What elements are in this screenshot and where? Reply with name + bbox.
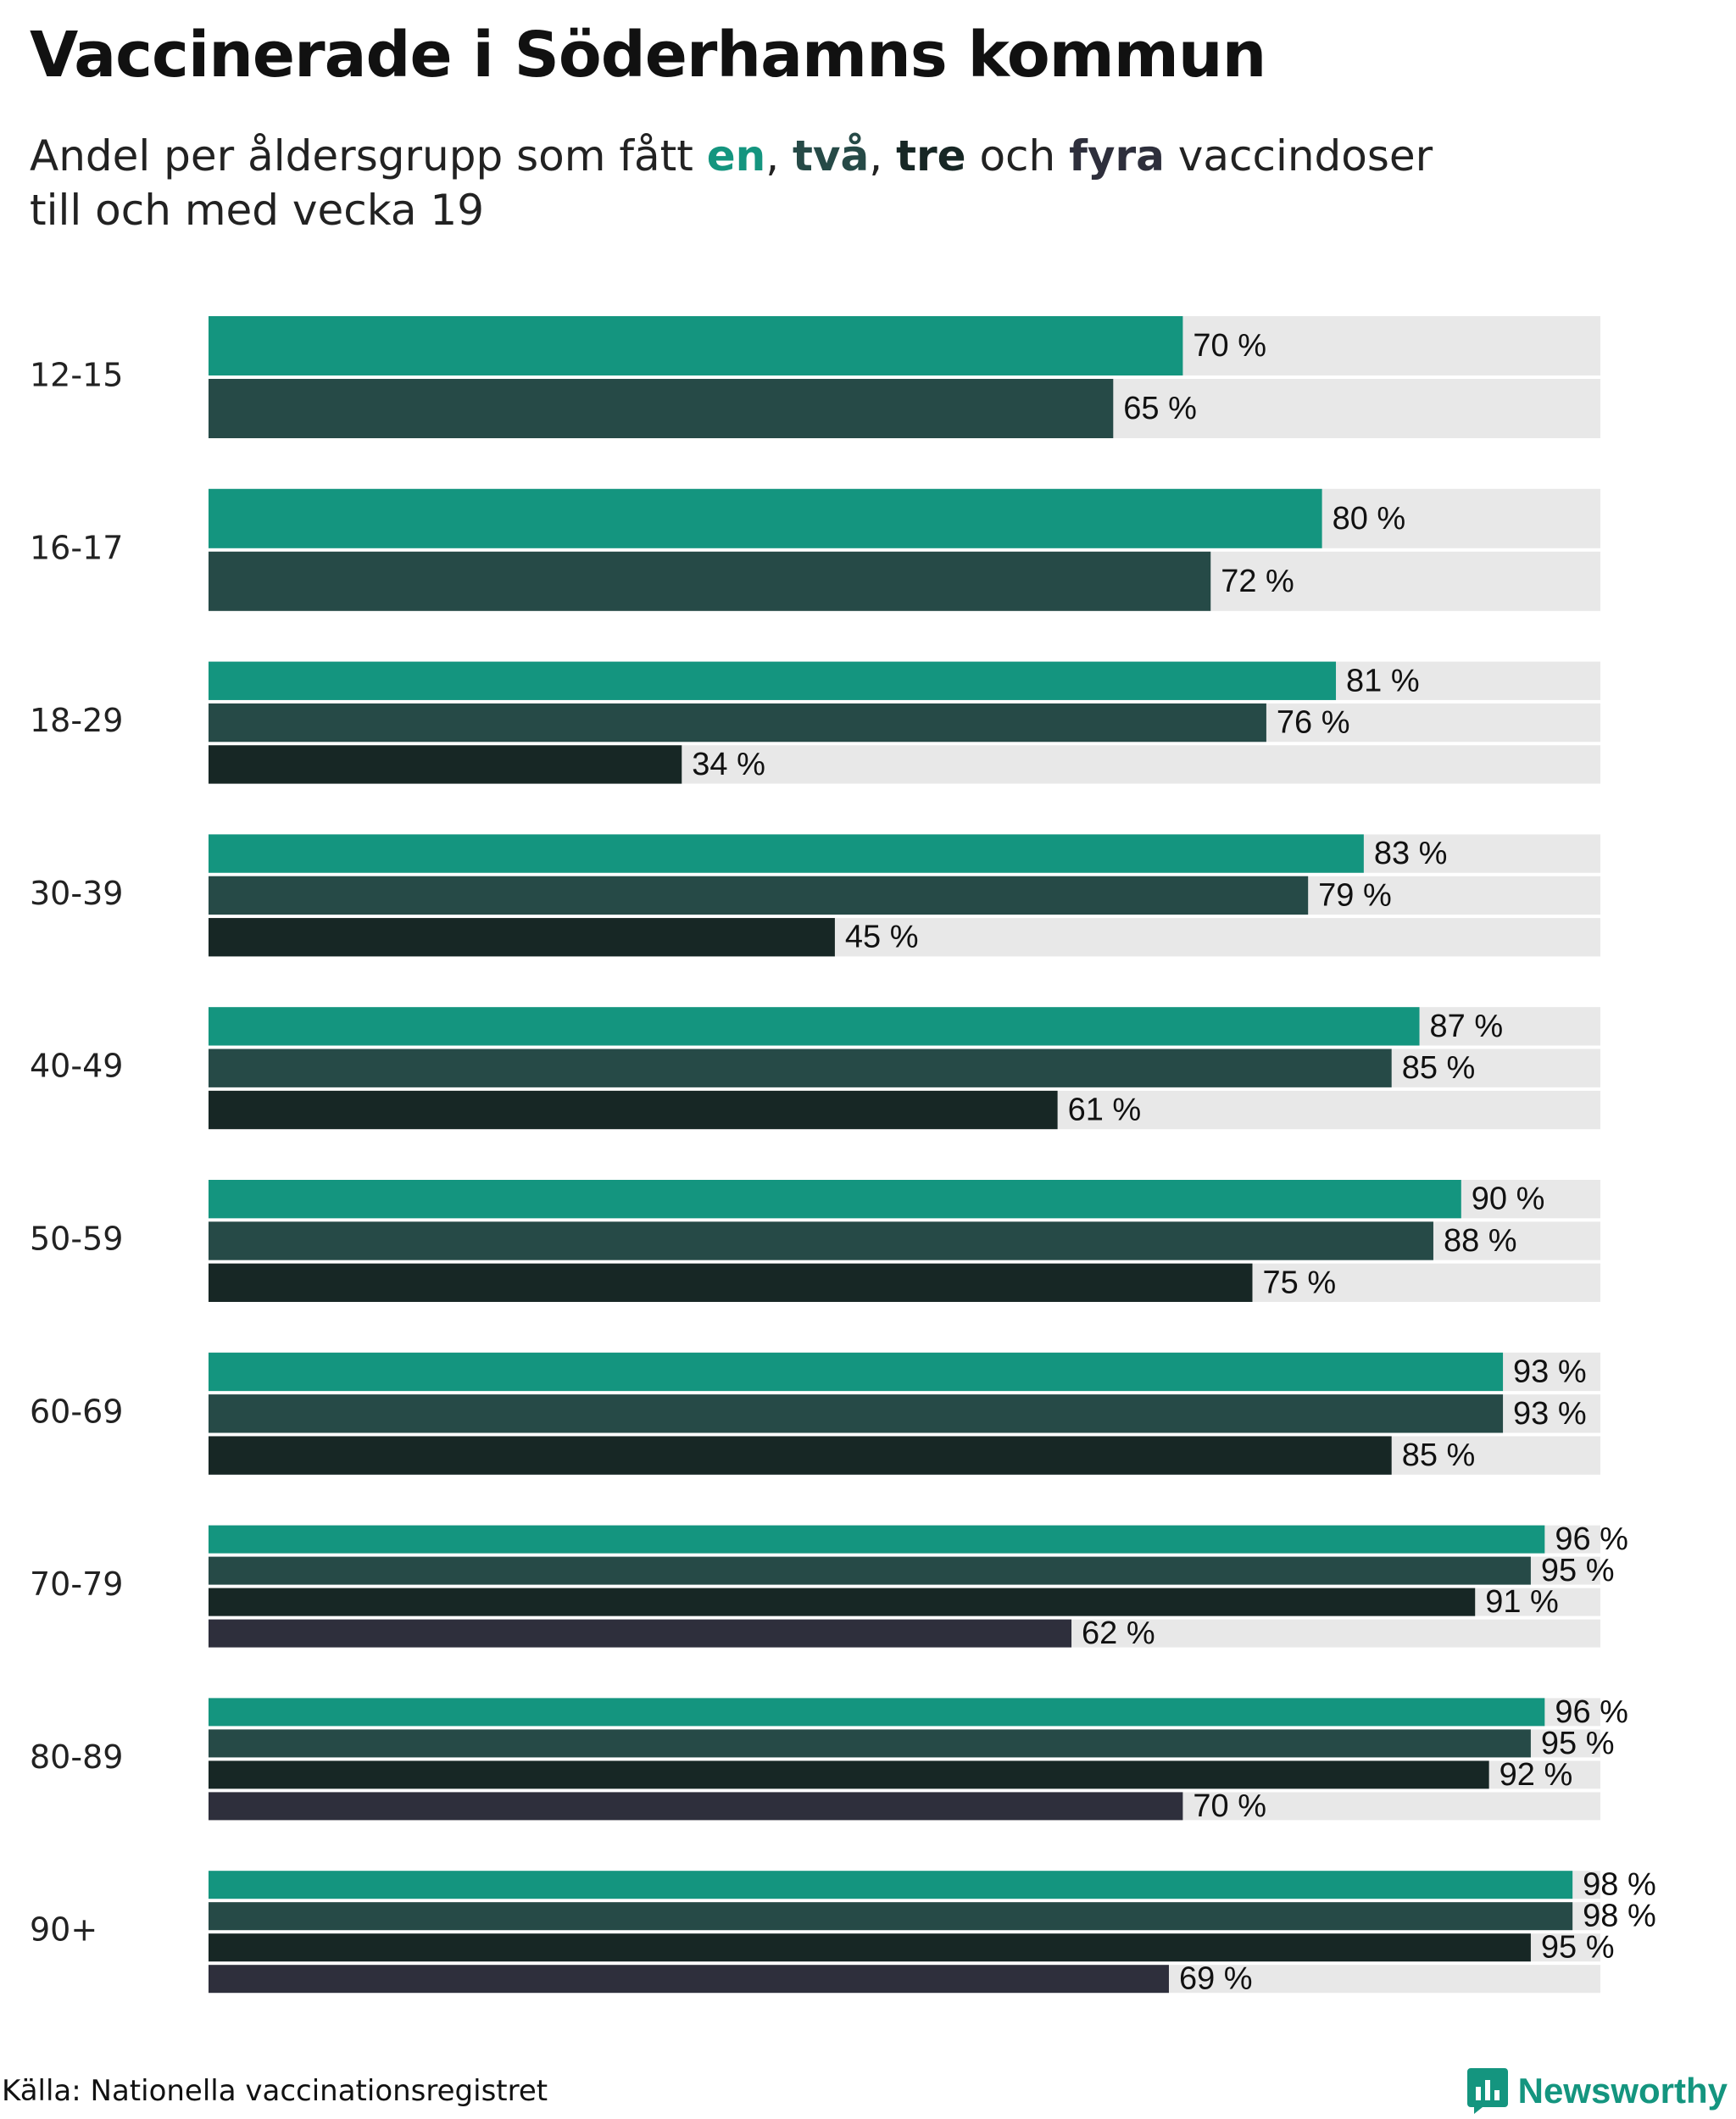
bar-40-49-dose-2 [209, 1048, 1392, 1087]
bar-80-89-dose-4 [209, 1792, 1183, 1821]
data-label: 34 % [692, 747, 765, 782]
data-label: 79 % [1318, 877, 1392, 913]
data-label: 91 % [1485, 1584, 1559, 1620]
legend-dose-one: en [706, 131, 766, 181]
bar-80-89-dose-3 [209, 1760, 1489, 1789]
bar-group-16-17: 16-17 80 % 72 % [30, 488, 1600, 611]
subtitle-separator: , [869, 131, 897, 181]
data-label: 69 % [1179, 1961, 1253, 1997]
age-group-label: 50-59 [30, 1221, 123, 1258]
bar-group-70-79: 70-79 96 %95 %91 % 62 % [30, 1521, 1628, 1651]
bar-group-50-59: 50-59 90 % 88 % 75 % [30, 1180, 1600, 1302]
age-group-label: 60-69 [30, 1393, 123, 1430]
bar-18-29-dose-3 [209, 745, 682, 784]
data-label: 70 % [1193, 1788, 1266, 1824]
legend-dose-two: två [793, 131, 870, 181]
bar-80-89-dose-2 [209, 1729, 1531, 1758]
bar-group-60-69: 60-69 93 % 93 % 85 % [30, 1352, 1600, 1475]
chart-title: Vaccinerade i Söderhamns kommun [30, 19, 1266, 92]
data-label: 98 % [1583, 1867, 1656, 1903]
bar-group-80-89: 80-89 96 %95 %92 % 70 % [30, 1694, 1628, 1824]
legend-dose-three: tre [896, 131, 966, 181]
data-label: 85 % [1402, 1438, 1476, 1473]
bar-70-79-dose-1 [209, 1525, 1545, 1554]
data-label: 88 % [1444, 1223, 1517, 1259]
brand-logo: Newsworthy [1466, 2068, 1728, 2114]
bar-16-17-dose-2 [209, 551, 1211, 611]
bar-group-12-15: 12-15 70 % 65 % [30, 316, 1600, 438]
bar-12-15-dose-1 [209, 316, 1183, 375]
brand-name: Newsworthy [1517, 2071, 1728, 2111]
bar-70-79-dose-3 [209, 1588, 1476, 1616]
bar-30-39-dose-2 [209, 876, 1309, 915]
bar-50-59-dose-3 [209, 1263, 1253, 1302]
data-label: 98 % [1583, 1899, 1656, 1934]
bar-group-18-29: 18-29 81 % 76 % 34 % [30, 661, 1600, 784]
bar-30-39-dose-1 [209, 834, 1364, 873]
age-group-label: 70-79 [30, 1566, 123, 1603]
bar-70-79-dose-4 [209, 1619, 1072, 1648]
bar-chart-logo-icon [1466, 2068, 1508, 2114]
bar-group-40-49: 40-49 87 % 85 % 61 % [30, 1007, 1600, 1130]
subtitle-line-two: till och med vecka 19 [30, 186, 485, 235]
bar-40-49-dose-3 [209, 1090, 1058, 1130]
data-label: 65 % [1123, 391, 1197, 426]
bar-90+-dose-3 [209, 1933, 1531, 1962]
legend-dose-four: fyra [1069, 131, 1165, 181]
bar-12-15-dose-2 [209, 379, 1114, 438]
age-group-label: 40-49 [30, 1048, 123, 1085]
data-label: 92 % [1500, 1757, 1573, 1793]
bar-90+-dose-1 [209, 1871, 1573, 1899]
data-label: 80 % [1333, 501, 1406, 537]
age-group-label: 16-17 [30, 529, 123, 566]
data-label: 72 % [1221, 564, 1294, 599]
source-note: Källa: Nationella vaccinationsregistret [2, 2074, 548, 2108]
data-label: 87 % [1430, 1009, 1504, 1044]
data-label: 96 % [1555, 1694, 1628, 1730]
subtitle-separator: , [765, 131, 793, 181]
bar-50-59-dose-2 [209, 1221, 1433, 1260]
bar-60-69-dose-1 [209, 1352, 1504, 1392]
data-label: 81 % [1346, 663, 1420, 698]
bar-30-39-dose-3 [209, 918, 835, 957]
data-label: 83 % [1374, 836, 1448, 871]
data-label: 95 % [1541, 1553, 1615, 1588]
bar-18-29-dose-1 [209, 661, 1337, 700]
data-label: 96 % [1555, 1521, 1628, 1557]
age-group-label: 12-15 [30, 357, 123, 394]
bar-90+-dose-2 [209, 1902, 1573, 1931]
data-label: 93 % [1513, 1354, 1587, 1389]
bar-chart: 12-15 70 % 65 % 16-17 80 % 72 % 18-29 81 % 76 % 3… [30, 316, 1656, 1997]
data-label: 62 % [1082, 1616, 1155, 1651]
chart-subtitle: Andel per åldersgrupp som fått en, två, … [30, 129, 1640, 237]
age-group-label: 30-39 [30, 875, 123, 912]
bar-60-69-dose-3 [209, 1436, 1392, 1475]
bar-60-69-dose-2 [209, 1394, 1504, 1433]
bar-16-17-dose-1 [209, 488, 1322, 548]
data-label: 90 % [1472, 1182, 1545, 1217]
bar-50-59-dose-1 [209, 1180, 1461, 1219]
data-label: 93 % [1513, 1396, 1587, 1432]
subtitle-suffix: vaccindoser [1164, 131, 1433, 181]
age-group-label: 18-29 [30, 702, 123, 739]
bar-70-79-dose-2 [209, 1556, 1531, 1585]
data-label: 85 % [1402, 1050, 1476, 1086]
bar-90+-dose-4 [209, 1965, 1169, 1994]
subtitle-prefix: Andel per åldersgrupp som fått [30, 131, 707, 181]
bar-80-89-dose-1 [209, 1698, 1545, 1727]
data-label: 70 % [1193, 328, 1266, 364]
age-group-label: 90+ [30, 1911, 97, 1949]
data-label: 45 % [845, 920, 919, 955]
bar-group-90+: 90+98 %98 %95 %69 % [30, 1867, 1656, 1997]
data-label: 95 % [1541, 1930, 1615, 1966]
subtitle-conjunction: och [965, 131, 1070, 181]
bar-group-30-39: 30-39 83 % 79 % 45 % [30, 834, 1600, 957]
data-label: 75 % [1263, 1265, 1337, 1300]
data-label: 76 % [1277, 705, 1350, 741]
data-label: 61 % [1068, 1093, 1142, 1128]
data-label: 95 % [1541, 1726, 1615, 1761]
bar-18-29-dose-2 [209, 703, 1266, 742]
bar-40-49-dose-1 [209, 1007, 1420, 1046]
age-group-label: 80-89 [30, 1738, 123, 1776]
